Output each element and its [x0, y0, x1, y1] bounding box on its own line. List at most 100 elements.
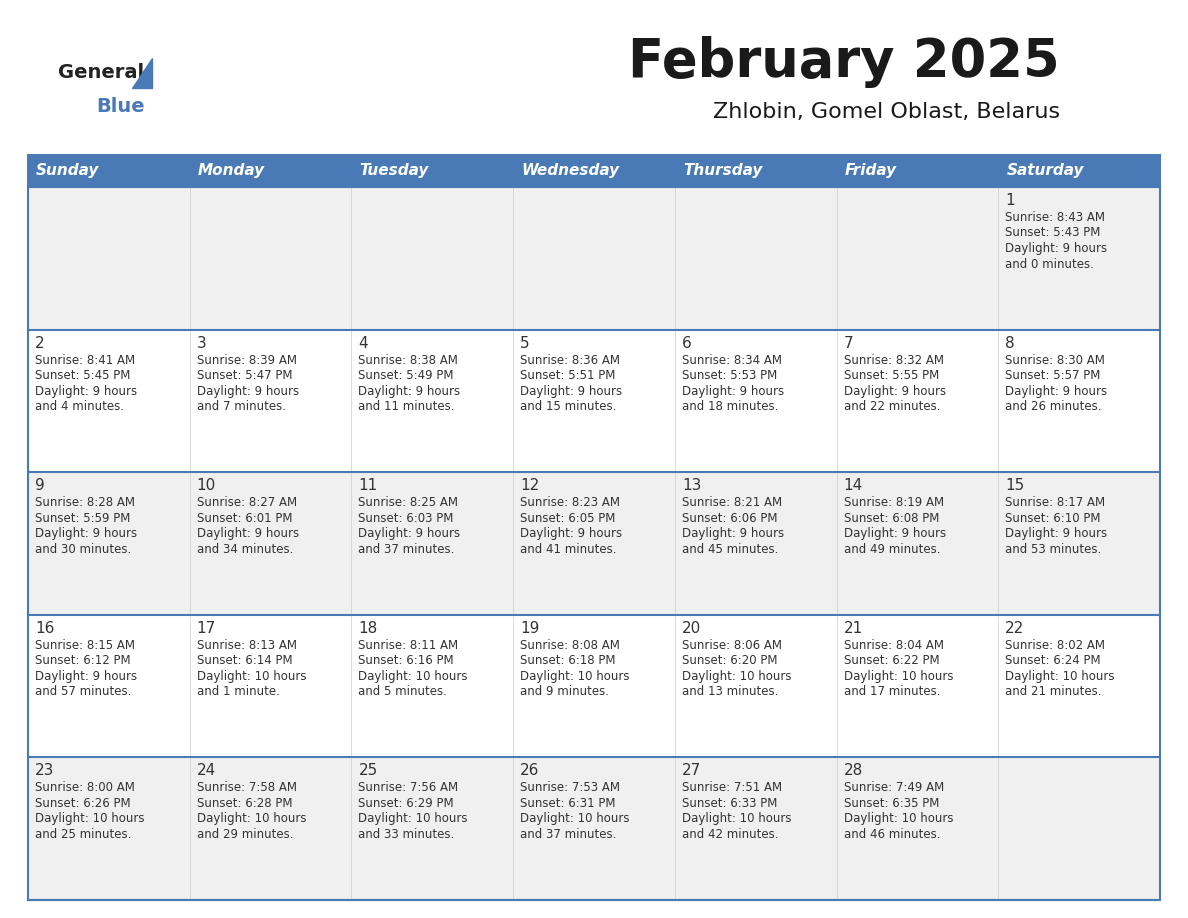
Text: Daylight: 9 hours: Daylight: 9 hours [197, 527, 299, 540]
Text: Daylight: 10 hours: Daylight: 10 hours [843, 812, 953, 825]
Text: Wednesday: Wednesday [522, 163, 619, 178]
Text: and 29 minutes.: and 29 minutes. [197, 828, 293, 841]
Text: Sunrise: 8:19 AM: Sunrise: 8:19 AM [843, 497, 943, 509]
Text: Daylight: 10 hours: Daylight: 10 hours [197, 812, 307, 825]
Text: Sunset: 6:31 PM: Sunset: 6:31 PM [520, 797, 615, 810]
Bar [836, 155, 998, 187]
Text: February 2025: February 2025 [628, 36, 1060, 88]
Text: Sunset: 6:12 PM: Sunset: 6:12 PM [34, 655, 131, 667]
Text: 4: 4 [359, 336, 368, 351]
Text: and 34 minutes.: and 34 minutes. [197, 543, 293, 555]
Text: 9: 9 [34, 478, 45, 493]
Text: and 9 minutes.: and 9 minutes. [520, 686, 609, 699]
Text: Friday: Friday [845, 163, 897, 178]
Text: Sunset: 6:10 PM: Sunset: 6:10 PM [1005, 511, 1101, 525]
Text: Monday: Monday [197, 163, 265, 178]
Text: Sunrise: 8:39 AM: Sunrise: 8:39 AM [197, 353, 297, 366]
Text: Daylight: 9 hours: Daylight: 9 hours [34, 527, 137, 540]
Text: Daylight: 10 hours: Daylight: 10 hours [520, 670, 630, 683]
Text: 18: 18 [359, 621, 378, 636]
Text: and 15 minutes.: and 15 minutes. [520, 400, 617, 413]
Bar [675, 757, 836, 900]
Text: 6: 6 [682, 336, 691, 351]
Text: and 57 minutes.: and 57 minutes. [34, 686, 132, 699]
Bar [29, 757, 190, 900]
Bar [998, 187, 1159, 330]
Bar [352, 155, 513, 187]
Text: and 21 minutes.: and 21 minutes. [1005, 686, 1101, 699]
Text: Sunset: 6:20 PM: Sunset: 6:20 PM [682, 655, 777, 667]
Text: Daylight: 9 hours: Daylight: 9 hours [197, 385, 299, 397]
Text: Sunrise: 8:02 AM: Sunrise: 8:02 AM [1005, 639, 1105, 652]
Text: General: General [58, 63, 144, 83]
Text: 7: 7 [843, 336, 853, 351]
Text: Sunrise: 8:11 AM: Sunrise: 8:11 AM [359, 639, 459, 652]
Bar [513, 330, 675, 472]
Text: 24: 24 [197, 764, 216, 778]
Text: Sunrise: 8:00 AM: Sunrise: 8:00 AM [34, 781, 135, 794]
Bar [190, 757, 352, 900]
Text: 2: 2 [34, 336, 45, 351]
Text: and 46 minutes.: and 46 minutes. [843, 828, 940, 841]
Text: 22: 22 [1005, 621, 1024, 636]
Text: and 42 minutes.: and 42 minutes. [682, 828, 778, 841]
Bar [998, 615, 1159, 757]
Text: Thursday: Thursday [683, 163, 763, 178]
Text: Blue: Blue [96, 97, 145, 117]
Text: Sunrise: 7:49 AM: Sunrise: 7:49 AM [843, 781, 943, 794]
Bar [836, 757, 998, 900]
Text: 17: 17 [197, 621, 216, 636]
Text: Daylight: 10 hours: Daylight: 10 hours [197, 670, 307, 683]
Text: 20: 20 [682, 621, 701, 636]
Text: Daylight: 9 hours: Daylight: 9 hours [843, 527, 946, 540]
Bar [513, 187, 675, 330]
Bar [998, 330, 1159, 472]
Text: 25: 25 [359, 764, 378, 778]
Bar [190, 472, 352, 615]
Text: Sunrise: 8:32 AM: Sunrise: 8:32 AM [843, 353, 943, 366]
Text: Sunset: 6:35 PM: Sunset: 6:35 PM [843, 797, 939, 810]
Text: 5: 5 [520, 336, 530, 351]
Text: Daylight: 9 hours: Daylight: 9 hours [1005, 242, 1107, 255]
Text: 21: 21 [843, 621, 862, 636]
Text: Daylight: 10 hours: Daylight: 10 hours [520, 812, 630, 825]
Text: Daylight: 10 hours: Daylight: 10 hours [1005, 670, 1114, 683]
Text: Sunset: 6:22 PM: Sunset: 6:22 PM [843, 655, 940, 667]
Bar [675, 187, 836, 330]
Bar [190, 615, 352, 757]
Text: Sunrise: 8:13 AM: Sunrise: 8:13 AM [197, 639, 297, 652]
Text: Sunset: 6:05 PM: Sunset: 6:05 PM [520, 511, 615, 525]
Bar [352, 330, 513, 472]
Text: 16: 16 [34, 621, 55, 636]
Text: Sunrise: 8:17 AM: Sunrise: 8:17 AM [1005, 497, 1105, 509]
Text: Daylight: 9 hours: Daylight: 9 hours [1005, 385, 1107, 397]
Text: Sunset: 6:18 PM: Sunset: 6:18 PM [520, 655, 615, 667]
Bar [836, 472, 998, 615]
Text: Sunrise: 8:21 AM: Sunrise: 8:21 AM [682, 497, 782, 509]
Text: 28: 28 [843, 764, 862, 778]
Text: and 49 minutes.: and 49 minutes. [843, 543, 940, 555]
Text: 27: 27 [682, 764, 701, 778]
Text: and 22 minutes.: and 22 minutes. [843, 400, 940, 413]
Bar [29, 155, 1159, 900]
Bar [998, 757, 1159, 900]
Text: Sunday: Sunday [36, 163, 100, 178]
Text: 10: 10 [197, 478, 216, 493]
Text: Sunrise: 8:36 AM: Sunrise: 8:36 AM [520, 353, 620, 366]
Text: Daylight: 9 hours: Daylight: 9 hours [1005, 527, 1107, 540]
Text: Daylight: 10 hours: Daylight: 10 hours [682, 670, 791, 683]
Text: 11: 11 [359, 478, 378, 493]
Text: and 7 minutes.: and 7 minutes. [197, 400, 286, 413]
Text: Sunset: 6:28 PM: Sunset: 6:28 PM [197, 797, 292, 810]
Text: 3: 3 [197, 336, 207, 351]
Text: Sunset: 6:16 PM: Sunset: 6:16 PM [359, 655, 454, 667]
Text: Daylight: 10 hours: Daylight: 10 hours [682, 812, 791, 825]
Text: and 5 minutes.: and 5 minutes. [359, 686, 448, 699]
Bar [675, 155, 836, 187]
Bar [836, 330, 998, 472]
Text: Sunset: 6:01 PM: Sunset: 6:01 PM [197, 511, 292, 525]
Text: Sunset: 5:43 PM: Sunset: 5:43 PM [1005, 227, 1100, 240]
Text: Sunrise: 7:58 AM: Sunrise: 7:58 AM [197, 781, 297, 794]
Text: and 37 minutes.: and 37 minutes. [359, 543, 455, 555]
Text: Sunrise: 8:43 AM: Sunrise: 8:43 AM [1005, 211, 1105, 224]
